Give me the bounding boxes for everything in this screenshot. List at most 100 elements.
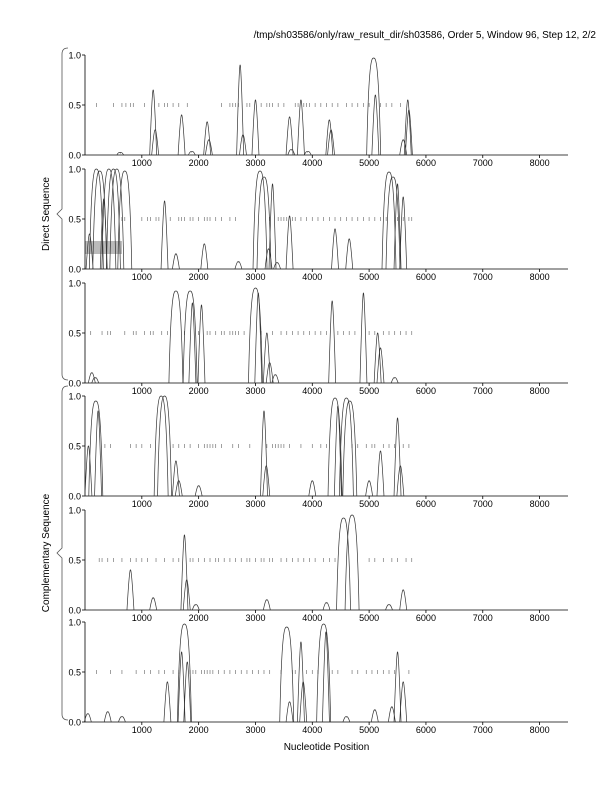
peak-line: [297, 641, 305, 723]
highlight-region: [85, 241, 122, 254]
x-tick-label: 6000: [416, 386, 436, 396]
x-tick-label: 3000: [245, 386, 265, 396]
peak-line: [381, 171, 397, 270]
x-tick-label: 7000: [473, 272, 493, 282]
peak-line: [322, 602, 331, 611]
y-tick-label: 1.0: [68, 618, 81, 628]
peak-line: [308, 480, 317, 497]
peak-line: [399, 589, 408, 611]
x-tick-label: 4000: [302, 613, 322, 623]
y-tick-label: 1.0: [68, 392, 81, 402]
peak-line: [260, 410, 268, 497]
peak-line: [126, 569, 135, 611]
peak-line: [183, 661, 192, 723]
peak-line: [172, 460, 180, 497]
x-tick-label: 6000: [416, 613, 436, 623]
peak-line: [177, 623, 192, 723]
x-tick-label: 2000: [189, 613, 209, 623]
peak-line: [342, 400, 358, 497]
x-tick-label: 1000: [132, 386, 152, 396]
x-tick-label: 6000: [416, 158, 436, 168]
x-tick-label: 2000: [189, 272, 209, 282]
x-tick-label: 3000: [245, 613, 265, 623]
y-tick-label: 0.5: [68, 668, 81, 678]
peak-line: [177, 651, 186, 723]
x-axis-label: Nucleotide Position: [284, 742, 370, 753]
peak-line: [399, 139, 408, 156]
peak-line: [168, 290, 184, 384]
peak-line: [160, 200, 169, 270]
peak-line: [236, 64, 244, 156]
x-tick-label: 3000: [245, 272, 265, 282]
y-tick-label: 0.5: [68, 442, 81, 452]
x-tick-label: 6000: [416, 725, 436, 735]
peak-line: [331, 228, 339, 270]
peak-line: [87, 372, 96, 384]
peak-line: [234, 261, 243, 270]
peak-line: [163, 681, 172, 723]
x-tick-label: 1000: [132, 613, 152, 623]
y-tick-label: 0.0: [68, 265, 81, 275]
x-tick-label: 8000: [530, 272, 550, 282]
x-tick-label: 2000: [189, 386, 209, 396]
peak-line: [285, 215, 294, 270]
peak-line: [336, 517, 351, 611]
peak-line: [399, 681, 408, 723]
peak-line: [376, 347, 385, 384]
peak-line: [344, 514, 360, 611]
x-tick-label: 4000: [302, 158, 322, 168]
peak-line: [268, 183, 277, 270]
peak-line: [84, 445, 93, 497]
y-tick-label: 0.0: [68, 606, 81, 616]
peak-line: [85, 233, 94, 270]
x-tick-label: 8000: [530, 725, 550, 735]
y-tick-label: 1.0: [68, 51, 81, 61]
peak-line: [285, 701, 294, 723]
group-label: Complementary Sequence: [41, 493, 52, 612]
peak-line: [325, 119, 334, 156]
peak-line: [106, 168, 121, 270]
peak-line: [252, 170, 268, 270]
peak-line: [117, 170, 133, 270]
x-tick-label: 5000: [359, 725, 379, 735]
peak-line: [103, 711, 112, 723]
peak-line: [393, 651, 402, 723]
peak-line: [84, 713, 92, 723]
x-tick-label: 4000: [302, 499, 322, 509]
peak-line: [91, 377, 100, 384]
peak-line: [371, 94, 380, 156]
peak-line: [405, 109, 413, 156]
peak-line: [339, 397, 354, 497]
peak-line: [385, 604, 393, 611]
x-tick-label: 7000: [473, 386, 493, 396]
peak-line: [194, 485, 203, 497]
peak-line: [303, 151, 312, 156]
group-label: Direct Sequence: [41, 177, 52, 251]
x-tick-label: 1000: [132, 272, 152, 282]
peak-line: [149, 597, 158, 611]
figure-title: /tmp/sh03586/only/raw_result_dir/sh03586…: [253, 30, 596, 41]
peak-line: [365, 480, 373, 497]
peak-line: [342, 716, 351, 723]
x-tick-label: 8000: [530, 386, 550, 396]
peak-line: [256, 176, 272, 270]
peak-line: [188, 151, 196, 156]
x-tick-label: 5000: [359, 158, 379, 168]
peak-line: [376, 450, 385, 497]
peak-line: [399, 196, 408, 270]
peak-line: [200, 243, 209, 270]
x-tick-label: 2000: [189, 725, 209, 735]
x-tick-label: 6000: [416, 499, 436, 509]
x-tick-label: 1000: [132, 158, 152, 168]
peak-line: [396, 465, 405, 497]
peak-line: [116, 151, 125, 156]
peak-line: [262, 332, 271, 384]
peak-line: [251, 99, 260, 156]
group-bracket: [56, 47, 69, 381]
x-tick-label: 5000: [359, 272, 379, 282]
peak-line: [299, 681, 308, 723]
peak-line: [254, 292, 263, 384]
peak-line: [153, 395, 169, 497]
peak-line: [157, 395, 172, 497]
y-tick-label: 1.0: [68, 506, 81, 516]
